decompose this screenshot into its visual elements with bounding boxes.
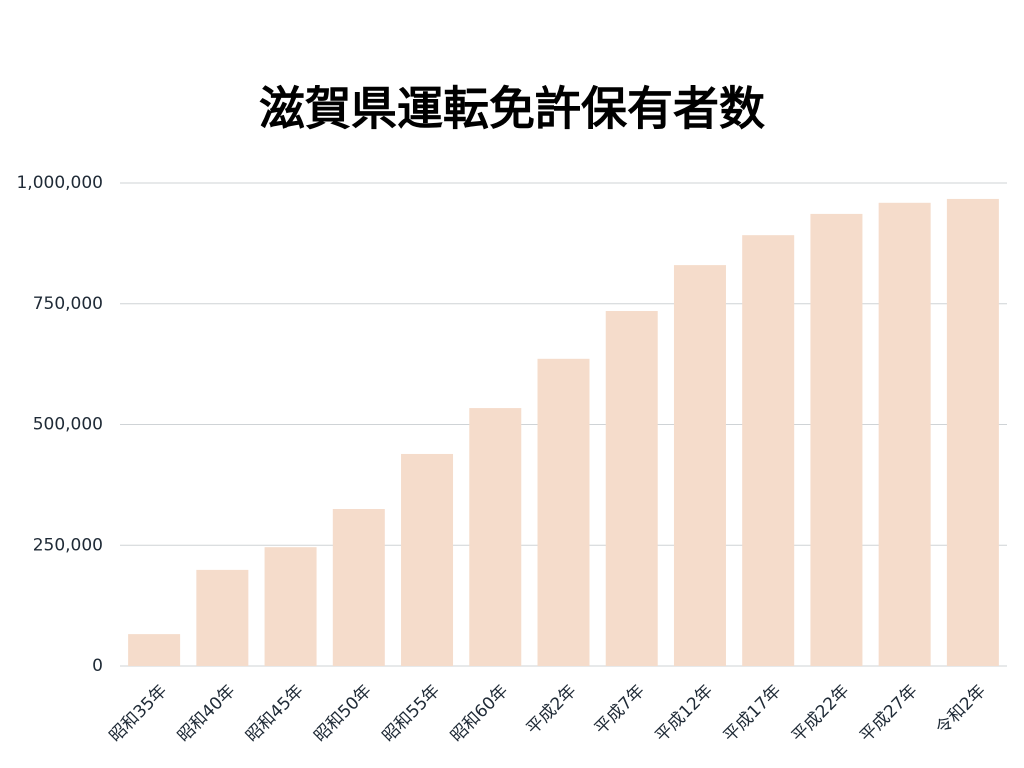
- y-tick-label: 1,000,000: [16, 173, 103, 193]
- bar: [605, 310, 658, 666]
- x-tick-label: 昭和50年: [310, 681, 376, 747]
- bar: [537, 358, 590, 666]
- x-tick-label: 昭和55年: [379, 681, 445, 747]
- bar: [332, 509, 385, 666]
- x-tick-label: 平成17年: [720, 681, 786, 747]
- bar: [742, 235, 795, 666]
- bar: [264, 547, 317, 666]
- chart-title: 滋賀県運転免許保有者数: [259, 82, 765, 136]
- x-tick-label: 平成22年: [788, 681, 854, 747]
- bar: [196, 569, 249, 666]
- bar: [469, 408, 522, 666]
- x-tick-label: 令和2年: [932, 681, 990, 739]
- x-tick-label: 昭和60年: [447, 681, 513, 747]
- x-tick-label: 平成12年: [652, 681, 718, 747]
- bar: [878, 202, 931, 667]
- bar: [946, 198, 999, 666]
- x-tick-label: 昭和40年: [174, 681, 240, 747]
- x-tick-label: 昭和45年: [242, 681, 308, 747]
- x-tick-label: 平成27年: [856, 681, 922, 747]
- y-tick-label: 0: [92, 656, 103, 676]
- x-tick-label: 昭和35年: [106, 681, 172, 747]
- bar: [810, 213, 863, 667]
- x-tick-label: 平成2年: [523, 681, 581, 739]
- y-tick-label: 250,000: [33, 535, 103, 555]
- bar: [401, 453, 454, 666]
- x-tick-label: 平成7年: [591, 681, 649, 739]
- y-tick-label: 500,000: [33, 415, 103, 435]
- y-tick-label: 750,000: [33, 294, 103, 314]
- bar: [673, 265, 726, 666]
- bar: [128, 634, 181, 666]
